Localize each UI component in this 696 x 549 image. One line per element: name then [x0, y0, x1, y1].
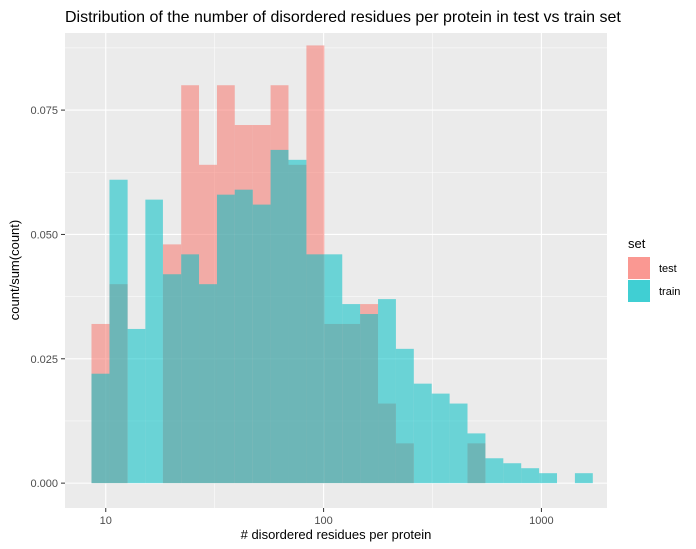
train-bar	[521, 468, 540, 484]
x-axis-title: # disordered residues per protein	[241, 527, 432, 542]
train-bar	[378, 299, 396, 484]
train-bar	[270, 149, 289, 484]
train-bar	[467, 433, 486, 484]
train-bar	[216, 194, 235, 484]
legend-swatch-test	[628, 257, 650, 279]
train-bar	[91, 373, 110, 484]
legend-label-test: test	[659, 263, 677, 275]
train-bars	[91, 149, 593, 484]
x-tick-label: 1000	[529, 515, 553, 527]
legend-label-train: train	[659, 286, 680, 298]
train-bar	[574, 473, 593, 484]
y-tick-label: 0.000	[30, 478, 58, 490]
train-bar	[199, 284, 217, 484]
legend-title: set	[628, 236, 646, 251]
train-bar	[485, 458, 504, 484]
train-bar	[234, 189, 253, 484]
train-bar	[127, 328, 146, 484]
train-bar	[288, 159, 307, 484]
y-tick-label: 0.075	[30, 105, 58, 117]
train-bar	[539, 473, 558, 484]
y-axis: 0.000 0.025 0.050 0.075	[30, 105, 65, 490]
x-tick-label: 100	[314, 515, 332, 527]
train-bar	[360, 314, 379, 484]
legend-swatch-train	[628, 280, 650, 302]
train-bar	[109, 179, 128, 484]
x-tick-label: 10	[100, 515, 112, 527]
train-bar	[449, 403, 468, 484]
train-bar	[324, 254, 343, 484]
train-bar	[145, 199, 163, 484]
train-bar	[252, 204, 271, 484]
train-bar	[342, 304, 361, 484]
train-bar	[395, 348, 414, 484]
train-bar	[181, 254, 200, 484]
y-tick-label: 0.025	[30, 354, 58, 366]
train-bar	[413, 383, 432, 484]
train-bar	[431, 393, 450, 484]
y-tick-label: 0.050	[30, 229, 58, 241]
train-bar	[503, 463, 522, 484]
y-axis-title: count/sum(count)	[7, 220, 22, 320]
train-bar	[306, 254, 325, 484]
train-bar	[162, 274, 182, 484]
legend: set test train	[628, 236, 680, 302]
chart-title: Distribution of the number of disordered…	[65, 9, 621, 26]
x-axis: 10 100 1000	[100, 508, 554, 527]
